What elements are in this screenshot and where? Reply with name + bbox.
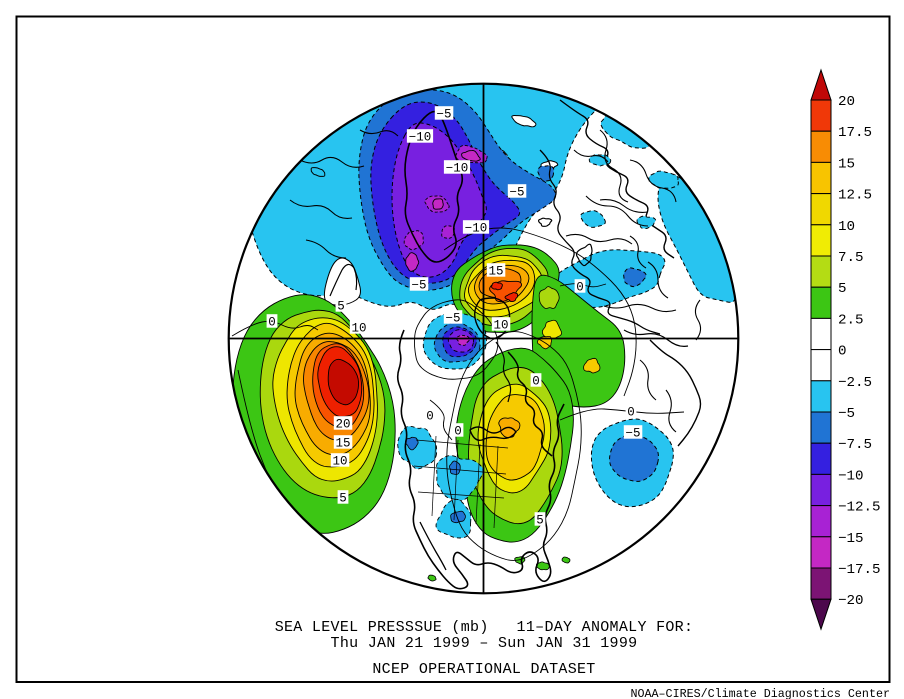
svg-text:5: 5 bbox=[337, 300, 345, 314]
svg-text:−17.5: −17.5 bbox=[838, 562, 881, 578]
svg-text:5: 5 bbox=[339, 492, 347, 506]
svg-text:0: 0 bbox=[454, 425, 462, 439]
svg-text:15: 15 bbox=[838, 156, 855, 172]
svg-text:12.5: 12.5 bbox=[838, 188, 872, 204]
svg-text:0: 0 bbox=[627, 406, 635, 420]
svg-text:NCEP OPERATIONAL DATASET: NCEP OPERATIONAL DATASET bbox=[372, 661, 595, 678]
svg-text:−10: −10 bbox=[409, 131, 432, 145]
svg-text:−12.5: −12.5 bbox=[838, 500, 881, 516]
svg-text:−5: −5 bbox=[411, 279, 426, 293]
svg-text:10: 10 bbox=[351, 322, 366, 336]
svg-text:10: 10 bbox=[838, 219, 855, 235]
svg-text:10: 10 bbox=[332, 455, 347, 469]
svg-text:17.5: 17.5 bbox=[838, 125, 872, 141]
svg-text:2.5: 2.5 bbox=[838, 312, 864, 328]
svg-text:−20: −20 bbox=[838, 593, 864, 609]
svg-text:SEA LEVEL PRESSSUE (mb) 11–D: SEA LEVEL PRESSSUE (mb) 11–DAY ANOMALY F… bbox=[275, 619, 694, 636]
svg-text:0: 0 bbox=[532, 375, 540, 389]
svg-text:0: 0 bbox=[268, 316, 276, 330]
svg-text:−5: −5 bbox=[436, 108, 451, 122]
svg-text:NOAA–CIRES/Climate Diagnostics: NOAA–CIRES/Climate Diagnostics Center bbox=[630, 687, 890, 699]
svg-text:5: 5 bbox=[536, 514, 544, 528]
svg-text:7.5: 7.5 bbox=[838, 250, 864, 266]
svg-text:0: 0 bbox=[576, 281, 584, 295]
svg-text:−5: −5 bbox=[625, 427, 640, 441]
svg-text:−2.5: −2.5 bbox=[838, 375, 872, 391]
svg-text:Thu JAN 21 1999 – Sun JAN 31 1: Thu JAN 21 1999 – Sun JAN 31 1999 bbox=[331, 635, 638, 652]
svg-text:0: 0 bbox=[838, 344, 847, 360]
svg-text:−10: −10 bbox=[838, 468, 864, 484]
svg-text:15: 15 bbox=[488, 265, 503, 279]
svg-text:−5: −5 bbox=[445, 312, 460, 326]
svg-text:−10: −10 bbox=[465, 222, 488, 236]
svg-text:−5: −5 bbox=[509, 186, 524, 200]
svg-text:5: 5 bbox=[838, 281, 847, 297]
svg-text:20: 20 bbox=[838, 94, 855, 110]
svg-text:15: 15 bbox=[335, 437, 350, 451]
svg-text:−5: −5 bbox=[838, 406, 855, 422]
svg-text:−15: −15 bbox=[838, 531, 864, 547]
svg-text:10: 10 bbox=[493, 319, 508, 333]
svg-text:−7.5: −7.5 bbox=[838, 437, 872, 453]
svg-text:20: 20 bbox=[335, 418, 350, 432]
svg-text:0: 0 bbox=[426, 410, 434, 424]
svg-text:−10: −10 bbox=[446, 162, 469, 176]
